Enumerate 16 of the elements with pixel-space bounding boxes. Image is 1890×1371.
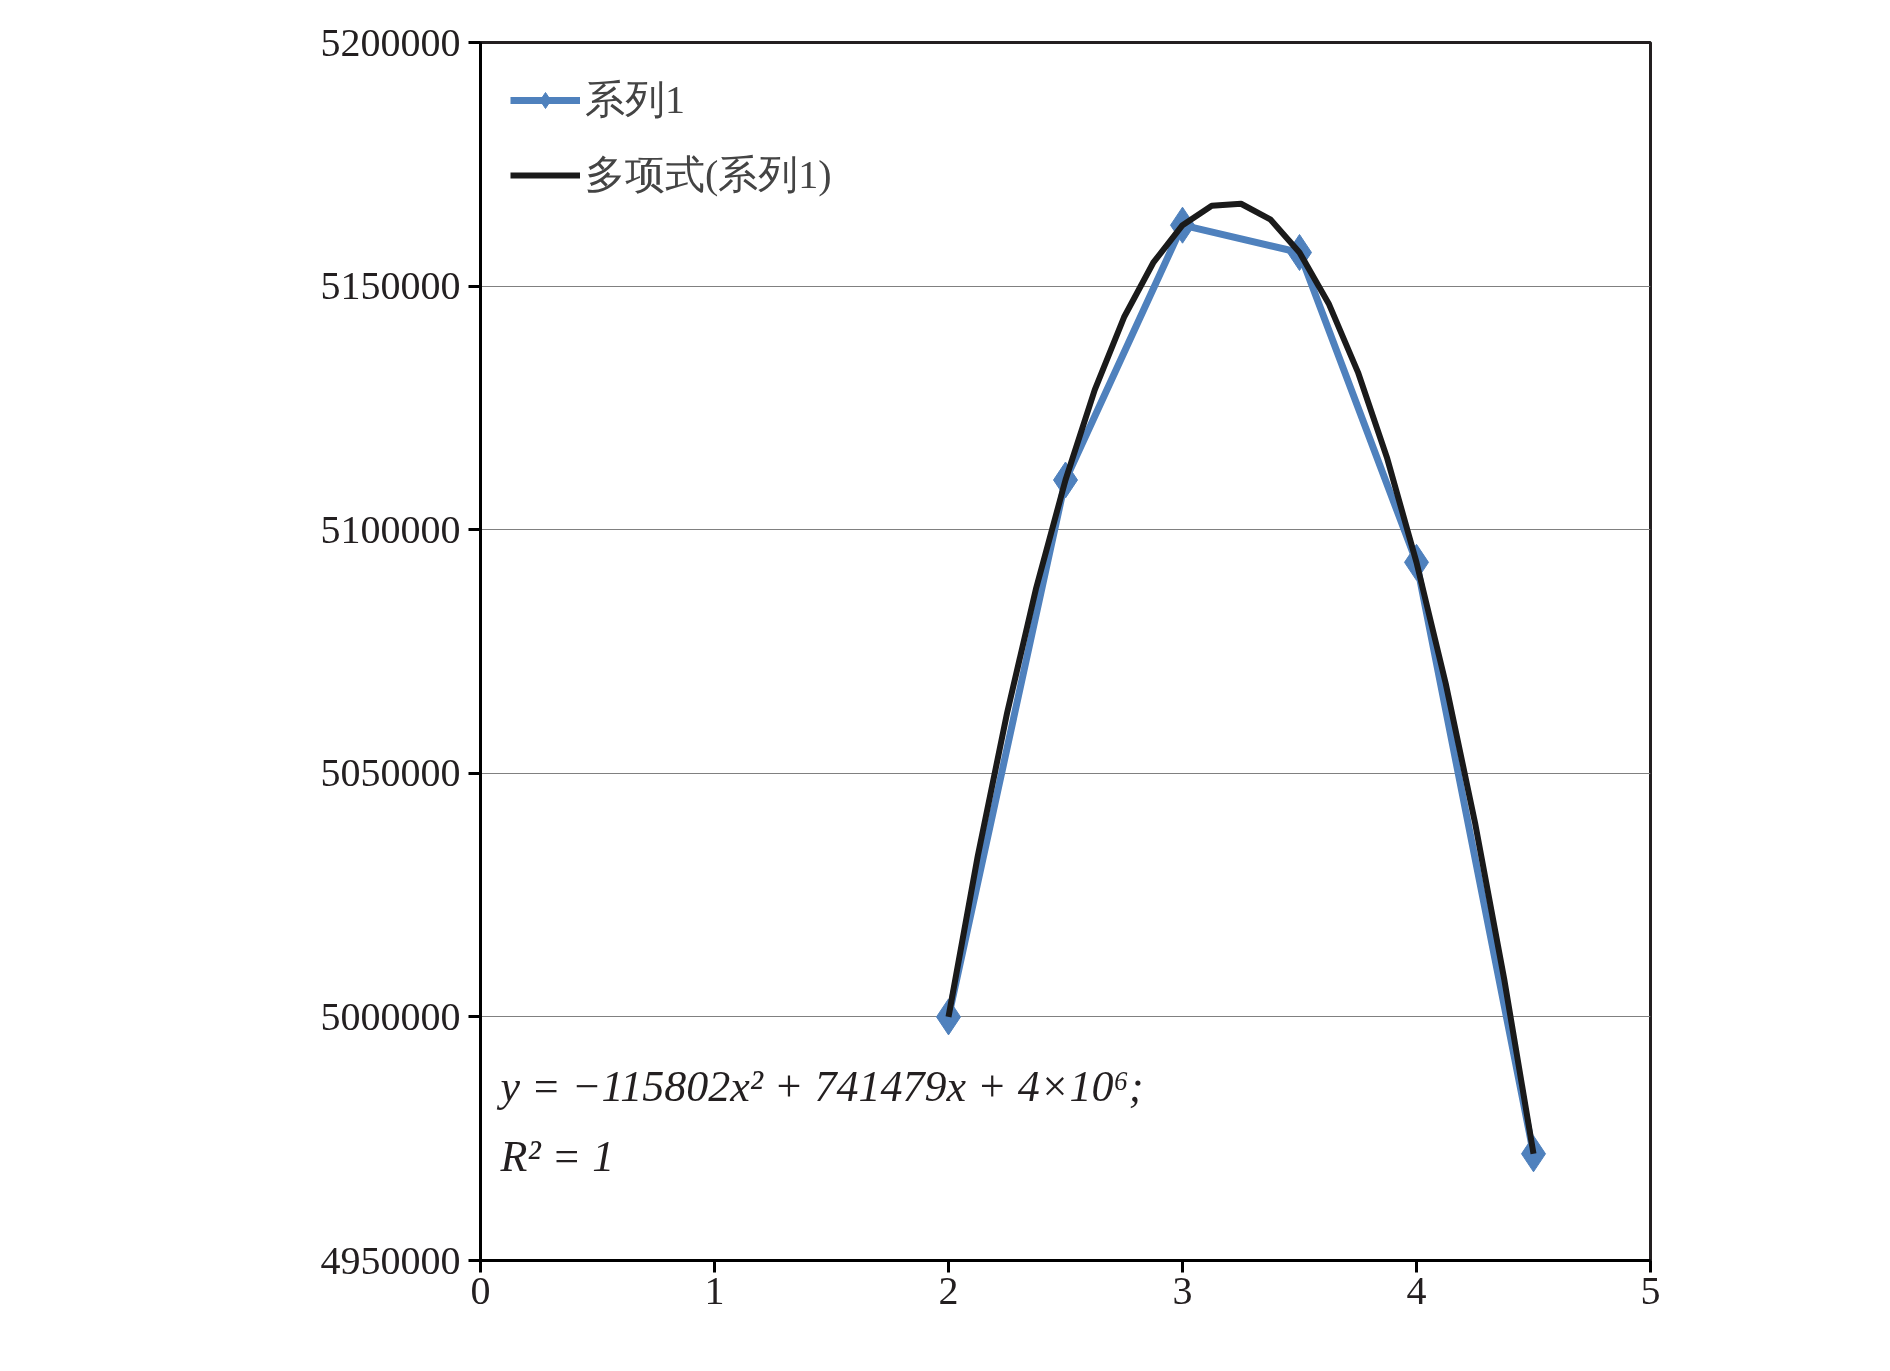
y-tick-label: 4950000 — [320, 1237, 461, 1283]
y-tick-label: 5050000 — [320, 750, 461, 796]
x-tick-label: 3 — [1172, 1267, 1193, 1313]
x-tick-label: 0 — [470, 1267, 491, 1313]
x-tick-label: 5 — [1640, 1267, 1661, 1313]
y-tick-label: 5000000 — [320, 993, 461, 1039]
y-tick-label: 5200000 — [320, 19, 461, 65]
annotation: R² = 1 — [499, 1131, 615, 1181]
x-tick-label: 2 — [938, 1267, 959, 1313]
annotation: y = −115802x² + 741479x + 4×10⁶; — [496, 1061, 1144, 1111]
x-tick-label: 4 — [1406, 1267, 1427, 1313]
y-tick-label: 5100000 — [320, 506, 461, 552]
y-tick-label: 5150000 — [320, 263, 461, 309]
legend-label: 系列1 — [585, 76, 685, 124]
legend-label: 多项式(系列1) — [585, 151, 832, 199]
x-tick-label: 1 — [704, 1267, 725, 1313]
